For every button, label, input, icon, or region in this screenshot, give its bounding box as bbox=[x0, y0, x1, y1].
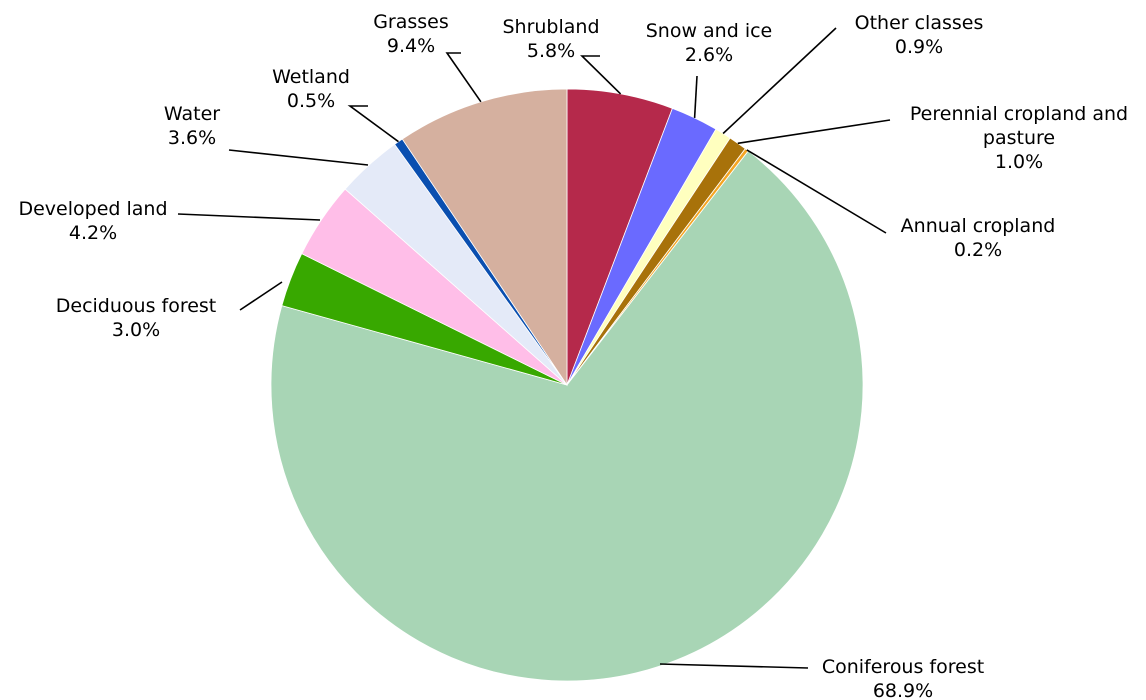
leader-line-coniferous-forest bbox=[659, 663, 809, 669]
value-label-deciduous-forest: 3.0% bbox=[112, 319, 160, 341]
label-deciduous-forest: Deciduous forest 3.0% bbox=[56, 295, 217, 341]
category-label-coniferous-forest: Coniferous forest bbox=[822, 656, 984, 678]
label-shrubland: Shrubland 5.8% bbox=[502, 16, 599, 62]
leader-line-water bbox=[228, 149, 369, 166]
label-snow-and-ice: Snow and ice 2.6% bbox=[646, 20, 773, 66]
leader-line-annual-cropland bbox=[746, 149, 887, 234]
leader-line-grasses bbox=[445, 52, 482, 103]
value-label-perennial-cropland-and-pasture: 1.0% bbox=[995, 151, 1043, 173]
leader-line-snow-and-ice bbox=[693, 75, 698, 118]
value-label-shrubland: 5.8% bbox=[527, 40, 575, 62]
category-label-grasses: Grasses bbox=[373, 11, 449, 33]
label-developed-land: Developed land 4.2% bbox=[18, 198, 167, 244]
category-label-wetland: Wetland bbox=[272, 66, 350, 88]
pie-slice-grasses bbox=[401, 88, 568, 387]
slices-layer bbox=[270, 88, 864, 682]
leader-line-shrubland bbox=[580, 55, 622, 95]
leader-line-developed-land bbox=[177, 213, 321, 221]
category-label-other-classes: Other classes bbox=[855, 12, 984, 34]
category-label-perennial-cropland-and-pasture: Perennial cropland and bbox=[910, 103, 1128, 125]
category-label-perennial-cropland-and-pasture: pasture bbox=[983, 127, 1055, 149]
label-grasses: Grasses 9.4% bbox=[373, 11, 449, 57]
value-label-developed-land: 4.2% bbox=[69, 222, 117, 244]
leader-line-wetland bbox=[347, 105, 399, 143]
value-label-wetland: 0.5% bbox=[287, 90, 335, 112]
category-label-water: Water bbox=[164, 103, 220, 125]
label-annual-cropland: Annual cropland 0.2% bbox=[901, 215, 1056, 261]
label-perennial-cropland-and-pasture: Perennial cropland and pasture 1.0% bbox=[910, 103, 1128, 173]
value-label-grasses: 9.4% bbox=[387, 35, 435, 57]
label-other-classes: Other classes 0.9% bbox=[855, 12, 984, 58]
category-label-shrubland: Shrubland bbox=[502, 16, 599, 38]
leader-lines-layer bbox=[177, 27, 891, 669]
value-label-coniferous-forest: 68.9% bbox=[873, 680, 933, 700]
value-label-water: 3.6% bbox=[168, 127, 216, 149]
pie-slice-coniferous-forest bbox=[270, 150, 864, 682]
leader-line-perennial-cropland-and-pasture bbox=[737, 119, 891, 145]
leader-line-deciduous-forest bbox=[239, 281, 283, 311]
category-label-deciduous-forest: Deciduous forest bbox=[56, 295, 217, 317]
category-label-annual-cropland: Annual cropland bbox=[901, 215, 1056, 237]
category-label-developed-land: Developed land bbox=[18, 198, 167, 220]
label-wetland: Wetland 0.5% bbox=[272, 66, 350, 112]
leader-line-other-classes bbox=[722, 27, 837, 135]
value-label-annual-cropland: 0.2% bbox=[954, 239, 1002, 261]
labels-layer: Shrubland 5.8% Snow and ice 2.6% Other class… bbox=[18, 11, 1128, 700]
label-coniferous-forest: Coniferous forest 68.9% bbox=[822, 656, 984, 700]
value-label-other-classes: 0.9% bbox=[895, 36, 943, 58]
label-water: Water 3.6% bbox=[164, 103, 220, 149]
value-label-snow-and-ice: 2.6% bbox=[685, 44, 733, 66]
category-label-snow-and-ice: Snow and ice bbox=[646, 20, 773, 42]
